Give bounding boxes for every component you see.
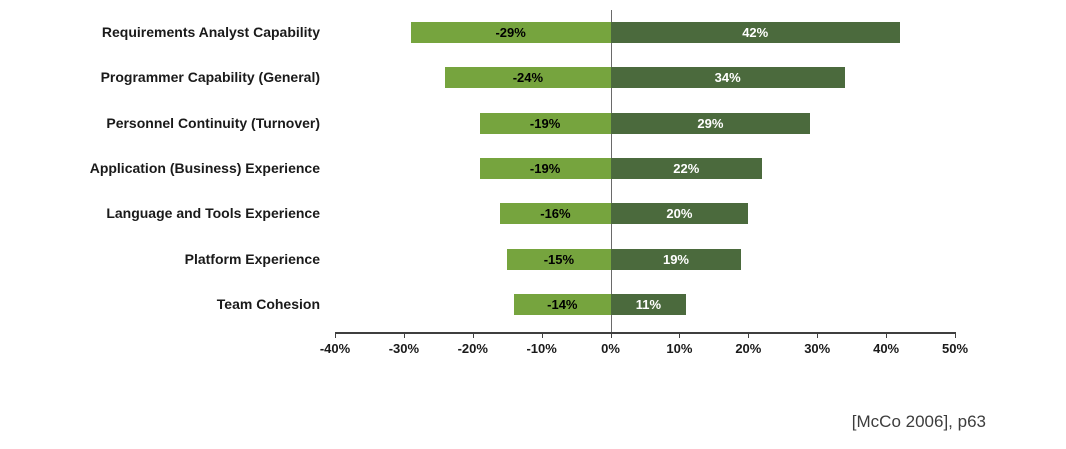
bar-negative: -19% [479, 112, 611, 134]
x-axis: -40% -30% -20% -10% 0% 10% 20% 30% 40% 50% [320, 332, 968, 368]
x-axis-tick [748, 332, 750, 338]
category-label: Team Cohesion [216, 295, 320, 312]
x-axis-tick [403, 332, 405, 338]
bar-negative: -24% [445, 67, 611, 89]
x-axis-tick [679, 332, 681, 338]
x-axis-tick [817, 332, 819, 338]
x-axis-tick-label: 50% [941, 341, 969, 356]
x-axis-tick-label: 40% [873, 341, 900, 356]
category-label: Requirements Analyst Capability [101, 24, 320, 40]
x-axis-tick-label: 30% [804, 341, 831, 356]
x-axis-tick-label: -20% [457, 341, 488, 356]
x-axis-tick-label: 20% [735, 341, 762, 356]
plot-area: -29% 42% -24% 34% -19% 29% -19% 22% -16% 20% -15% 1… [335, 10, 955, 334]
category-label: Language and Tools Experience [106, 205, 320, 222]
bar-positive: 29% [610, 112, 811, 134]
bar-positive: 22% [610, 157, 763, 179]
category-label: Platform Experience [184, 250, 320, 267]
x-axis-tick-label: -10% [526, 341, 557, 356]
x-axis-tick-label: -40% [319, 341, 351, 356]
x-axis-tick [335, 332, 336, 338]
x-axis-tick [955, 332, 956, 338]
category-label: Application (Business) Experience [89, 159, 320, 176]
bar-negative: -15% [507, 248, 611, 270]
x-axis-tick-label: 0% [601, 341, 620, 356]
bar-negative: -19% [479, 157, 611, 179]
x-axis-tick [472, 332, 474, 338]
bar-positive: 11% [610, 293, 687, 315]
bar-negative: -14% [514, 293, 611, 315]
bar-positive: 42% [610, 22, 900, 43]
x-axis-tick [610, 332, 612, 338]
x-axis-tick-label: 10% [666, 341, 693, 356]
category-labels: Requirements Analyst Capability Programme… [0, 0, 326, 340]
x-axis-tick [541, 332, 543, 338]
source-caption: [McCo 2006], p63 [851, 412, 986, 431]
x-axis-tick [886, 332, 888, 338]
bar-positive: 19% [610, 248, 742, 270]
category-label: Personnel Continuity (Turnover) [106, 114, 320, 131]
bar-negative: -16% [500, 203, 611, 225]
x-axis-tick-label: -30% [388, 341, 420, 356]
bar-positive: 20% [610, 203, 749, 225]
category-label: Programmer Capability (General) [100, 69, 320, 86]
bar-positive: 34% [610, 67, 845, 89]
bar-negative: -29% [410, 22, 611, 43]
